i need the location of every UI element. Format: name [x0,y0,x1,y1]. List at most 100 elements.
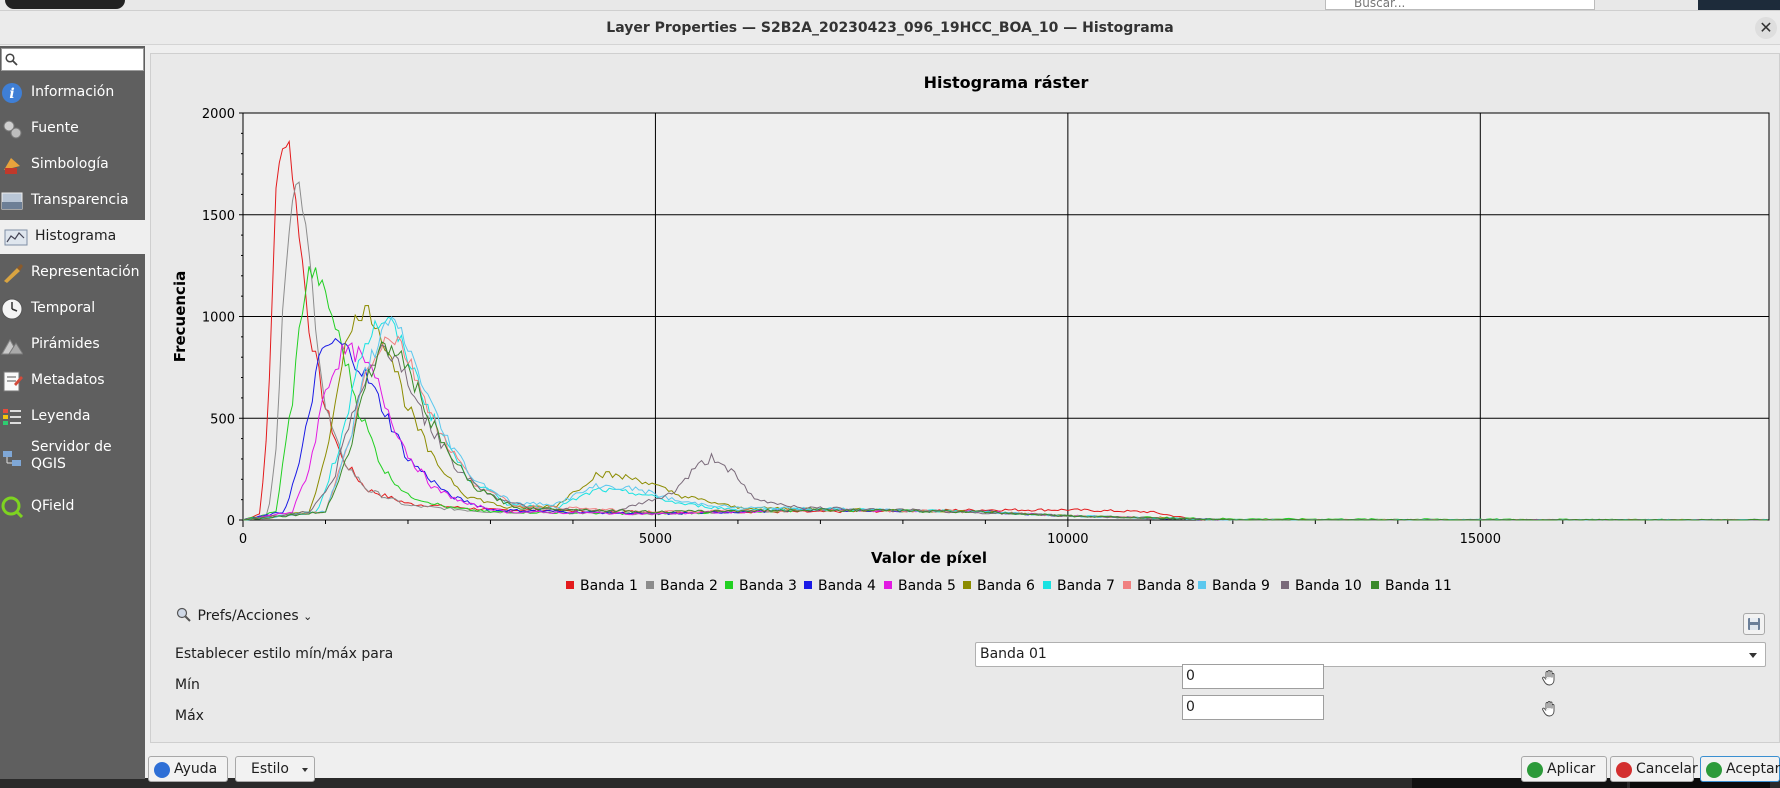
sidebar-item-pirámides[interactable]: Pirámides [0,328,145,362]
cancel-button-label: Cancelar [1636,761,1698,777]
x-tick-label: 0 [239,532,247,547]
dialog-titlebar: Layer Properties — S2B2A_20230423_096_19… [0,11,1780,45]
sidebar-item-qfield[interactable]: QField [0,490,145,524]
y-tick-label: 500 [210,412,235,427]
style-caret-icon [302,768,308,772]
sidebar-item-label: QField [31,498,75,514]
legend-label: Banda 2 [660,578,718,594]
pyramids-icon [1,338,23,355]
legend-label: Banda 1 [580,578,638,594]
histogram-icon [4,229,28,246]
band-select[interactable]: Banda 01 [975,642,1766,667]
legend-swatch [646,581,654,589]
sidebar-item-label: Simbología [31,156,109,172]
series-line-11 [243,341,1768,521]
rendering-icon [4,264,23,283]
server-icon [3,451,21,466]
sidebar-item-simbología[interactable]: Simbología [0,148,145,182]
legend-label: Banda 10 [1295,578,1362,594]
legend-swatch [1123,581,1131,589]
legend-label: Banda 11 [1385,578,1452,594]
chevron-down-icon [1749,653,1757,658]
info-icon: i [2,83,22,103]
sidebar-item-label: Representación [31,264,140,280]
save-button[interactable] [1743,613,1765,635]
sidebar-item-transparencia[interactable]: Transparencia [0,184,145,218]
clock-icon [1,298,23,320]
x-tick-label: 5000 [639,532,672,547]
sidebar-item-leyenda[interactable]: Leyenda [0,400,145,434]
legend-label: Banda 5 [898,578,956,594]
sidebar-item-label: Información [31,84,115,100]
legend-swatch [884,581,892,589]
sidebar-item-fuente[interactable]: Fuente [0,112,145,146]
background-pill [5,0,125,9]
sidebar-item-información[interactable]: i Información [0,76,145,110]
legend-label: Banda 7 [1057,578,1115,594]
metadata-icon [3,371,23,392]
legend-label: Banda 3 [739,578,797,594]
close-button[interactable]: ✕ [1755,17,1777,39]
x-tick-label: 10000 [1047,532,1088,547]
prefs-actions-label: Prefs/Acciones [197,608,299,624]
sidebar: i Información Fuente Simbología Transparenci… [0,46,147,779]
pick-max-hand-icon[interactable] [1540,700,1558,718]
prefs-actions-button[interactable]: Prefs/Acciones ⌄ [176,607,312,624]
sidebar-item-representación[interactable]: Representación [0,256,145,290]
legend-swatch [725,581,733,589]
sidebar-item-label: Transparencia [31,192,129,208]
apply-button-label: Aplicar [1547,761,1596,777]
symbology-icon [4,158,20,174]
sidebar-item-label: Servidor de QGIS [31,439,112,472]
cancel-icon [1616,762,1632,778]
cancel-button[interactable]: Cancelar [1610,756,1698,782]
check-icon [1706,762,1722,778]
max-input[interactable]: 0 [1182,695,1324,720]
min-input[interactable]: 0 [1182,664,1324,689]
background-search-input[interactable]: Buscar... [1325,0,1595,10]
min-label: Mín [175,677,200,693]
style-button-label: Estilo [251,761,289,777]
legend-label: Banda 4 [818,578,876,594]
sidebar-item-histograma[interactable]: Histograma [0,220,147,254]
accept-button-label: Aceptar [1726,761,1780,777]
help-icon [154,762,170,778]
pick-min-hand-icon[interactable] [1540,669,1558,687]
legend-icon [3,409,21,425]
prefs-caret-icon: ⌄ [303,610,313,623]
sidebar-item-label: Histograma [35,228,117,244]
apply-button[interactable]: Aplicar [1521,756,1607,782]
floppy-icon [1748,618,1760,630]
sidebar-item-label: Fuente [31,120,79,136]
legend-swatch [1371,581,1379,589]
sidebar-item-label: Pirámides [31,336,100,352]
sidebar-item-label: Metadatos [31,372,105,388]
legend-swatch [1043,581,1051,589]
sidebar-item-temporal[interactable]: Temporal [0,292,145,326]
y-tick-label: 1500 [202,209,235,224]
chart-title: Histograma ráster [924,73,1089,92]
histogram-chart: 0 500 1000 1500 2000 0 5000 10000 15000 Histogram… [171,73,1770,594]
sidebar-search-input[interactable] [1,48,144,71]
dialog-title: Layer Properties — S2B2A_20230423_096_19… [606,20,1174,36]
svg-text:i: i [9,86,14,102]
help-button-label: Ayuda [174,761,218,777]
sidebar-item-servidor-de-qgis[interactable]: Servidor de QGIS [0,436,145,486]
legend-swatch [804,581,812,589]
accept-button[interactable]: Aceptar [1700,756,1780,782]
help-button[interactable]: Ayuda [148,756,228,782]
transparency-icon [1,192,23,210]
band-select-value: Banda 01 [980,646,1047,662]
legend-label: Banda 8 [1137,578,1195,594]
check-icon [1527,762,1543,778]
sidebar-item-metadatos[interactable]: Metadatos [0,364,145,398]
y-tick-label: 1000 [202,311,235,326]
qfield-icon [1,496,23,518]
max-label: Máx [175,708,204,724]
sidebar-item-label: Leyenda [31,408,91,424]
style-button[interactable]: Estilo [235,756,315,782]
histogram-panel: 0 500 1000 1500 2000 0 5000 10000 15000 Histogram… [150,53,1780,743]
y-tick-label: 2000 [202,107,235,122]
legend-swatch [1281,581,1289,589]
